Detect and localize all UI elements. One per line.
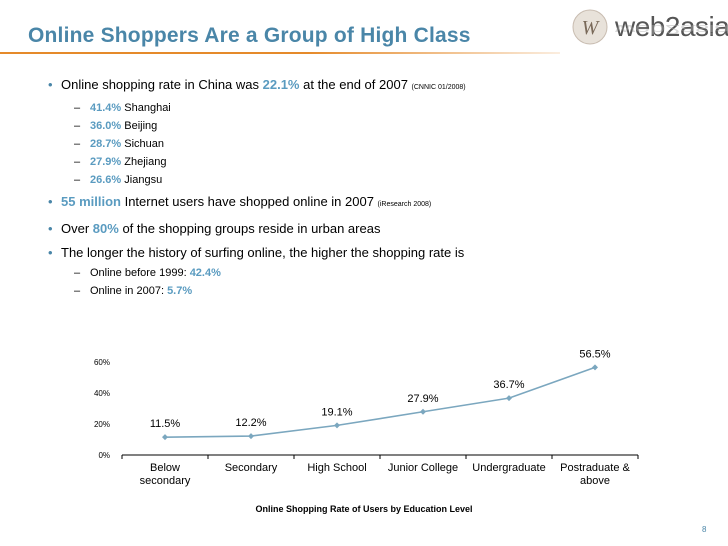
bullet-text: Over bbox=[61, 221, 93, 236]
x-category-label: secondary bbox=[140, 475, 191, 487]
data-point-marker bbox=[420, 408, 426, 415]
sub-bullet-label: Zhejiang bbox=[124, 156, 167, 168]
web2asia-logo: W web2asia web2asia bbox=[568, 6, 728, 54]
sub-bullet-value: 27.9% bbox=[90, 156, 122, 168]
x-category-label: High School bbox=[307, 462, 366, 474]
data-value-label: 27.9% bbox=[407, 393, 438, 405]
sub-bullet-city: –36.0% Beijing bbox=[46, 117, 686, 135]
sub-bullet-label: Sichuan bbox=[124, 138, 165, 150]
dash-icon: – bbox=[74, 156, 81, 168]
bullet-urban-areas: Over 80% of the shopping groups reside i… bbox=[46, 220, 686, 238]
series-line bbox=[164, 366, 596, 438]
sub-bullet-label: Online in 2007: bbox=[90, 285, 168, 297]
sub-bullet-label: Online before 1999: bbox=[90, 267, 190, 279]
data-value-label: 56.5% bbox=[579, 348, 610, 360]
data-point-marker bbox=[334, 422, 340, 429]
y-tick-label: 60% bbox=[94, 358, 110, 367]
sub-bullet-label: Jiangsu bbox=[124, 174, 163, 186]
bullet-highlight: 55 million bbox=[61, 194, 121, 209]
data-point-marker bbox=[506, 395, 512, 402]
sub-bullet-city: –26.6% Jiangsu bbox=[46, 171, 686, 189]
sub-bullet-city: –27.9% Zhejiang bbox=[46, 153, 686, 171]
y-tick-label: 20% bbox=[94, 420, 110, 429]
sub-bullet-value: 41.4% bbox=[90, 102, 122, 114]
data-point-marker bbox=[248, 433, 254, 440]
bullet-text: Internet users have shopped online in 20… bbox=[120, 194, 378, 209]
logo-text: web2asia bbox=[615, 11, 728, 42]
sub-bullet-city: –28.7% Sichuan bbox=[46, 135, 686, 153]
bullet-internet-users: 55 million Internet users have shopped o… bbox=[46, 193, 686, 214]
y-tick-label: 40% bbox=[94, 389, 110, 398]
logo-reflection: web2asia bbox=[615, 22, 728, 36]
logo-mark-icon: W bbox=[572, 9, 608, 45]
data-value-label: 12.2% bbox=[235, 417, 266, 429]
x-category-label: Postraduate & bbox=[560, 462, 630, 474]
bullet-text: of the shopping groups reside in urban a… bbox=[118, 221, 381, 236]
bullet-list: Online shopping rate in China was 22.1% … bbox=[46, 76, 686, 300]
bullet-text: The longer the history of surfing online… bbox=[61, 245, 465, 260]
data-value-label: 36.7% bbox=[493, 379, 524, 391]
data-value-label: 11.5% bbox=[150, 418, 181, 430]
dash-icon: – bbox=[74, 138, 81, 150]
x-category-label: Below bbox=[150, 462, 180, 474]
bullet-highlight: 80% bbox=[92, 221, 119, 236]
dash-icon: – bbox=[74, 267, 81, 279]
x-category-label: Undergraduate bbox=[472, 462, 545, 474]
bullet-source: (CNNIC 01/2008) bbox=[411, 84, 466, 91]
dash-icon: – bbox=[74, 120, 81, 132]
x-category-label: above bbox=[580, 475, 610, 487]
dash-icon: – bbox=[74, 285, 81, 297]
title-underline bbox=[0, 52, 560, 54]
data-point-marker bbox=[162, 434, 168, 441]
data-value-label: 19.1% bbox=[321, 406, 352, 418]
page-number: 8 bbox=[702, 525, 707, 534]
logo-mark-text: W bbox=[582, 17, 601, 39]
dash-icon: – bbox=[74, 174, 81, 186]
sub-bullet-value: 5.7% bbox=[167, 285, 193, 297]
bullet-text: Online shopping rate in China was bbox=[61, 77, 263, 92]
sub-list-cities: –41.4% Shanghai –36.0% Beijing –28.7% Si… bbox=[46, 99, 686, 189]
slide-title: Online Shoppers Are a Group of High Clas… bbox=[28, 24, 471, 47]
sub-bullet-value: 42.4% bbox=[189, 267, 221, 279]
bullet-text: at the end of 2007 bbox=[299, 77, 412, 92]
sub-list-history: – Online before 1999: 42.4% – Online in 20… bbox=[46, 264, 686, 300]
bullet-history: The longer the history of surfing online… bbox=[46, 244, 686, 262]
chart-caption: Online Shopping Rate of Users by Educati… bbox=[255, 504, 473, 514]
sub-bullet-label: Beijing bbox=[124, 120, 158, 132]
sub-bullet-city: –41.4% Shanghai bbox=[46, 99, 686, 117]
sub-bullet-value: 28.7% bbox=[90, 138, 122, 150]
bullet-highlight: 22.1% bbox=[262, 77, 300, 92]
sub-bullet-value: 26.6% bbox=[90, 174, 122, 186]
sub-bullet-history: – Online in 2007: 5.7% bbox=[46, 282, 686, 300]
x-category-label: Junior College bbox=[388, 462, 458, 474]
sub-bullet-label: Shanghai bbox=[124, 102, 171, 114]
data-point-marker bbox=[592, 364, 598, 371]
x-category-label: Secondary bbox=[225, 462, 278, 474]
y-tick-label: 0% bbox=[98, 451, 110, 460]
sub-bullet-value: 36.0% bbox=[90, 120, 122, 132]
bullet-shopping-rate: Online shopping rate in China was 22.1% … bbox=[46, 76, 686, 97]
sub-bullet-history: – Online before 1999: 42.4% bbox=[46, 264, 686, 282]
bullet-source: (iResearch 2008) bbox=[377, 201, 432, 208]
dash-icon: – bbox=[74, 102, 81, 114]
